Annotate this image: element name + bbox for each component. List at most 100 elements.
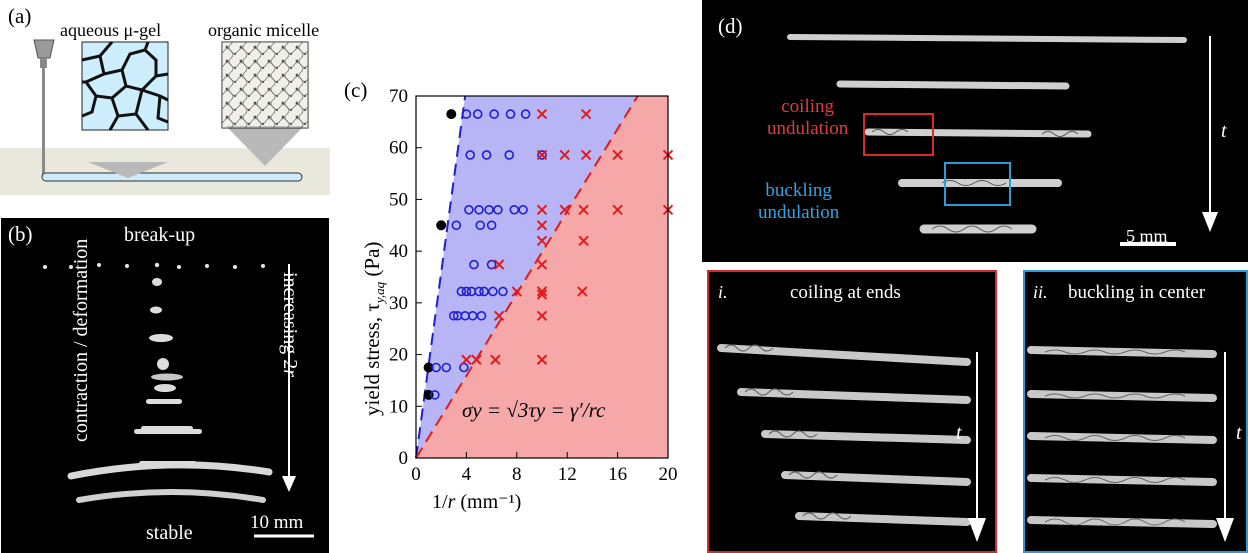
arrow-down-icon [282,476,296,492]
x-tick-label: 4 [462,464,472,485]
data-point-open-circle [498,286,508,297]
x-tick-label: 20 [659,464,678,485]
panel-b-drawing [43,262,314,538]
data-point-open-circle [441,362,452,373]
organic-micelle-label: organic micelle [208,20,320,40]
inset-buckling [1023,270,1248,553]
data-point-filled [446,109,457,120]
data-point-cross [580,149,592,161]
data-point-open-circle [486,220,497,231]
data-point-cross [536,310,548,321]
background-band [0,148,330,195]
data-point-open-circle [537,150,547,160]
panel-b-letter: (b) [8,222,33,246]
data-point-cross [490,354,501,365]
data-point-open-circle [461,109,472,119]
inset-ii-title: buckling in center [1068,282,1206,303]
data-point-open-circle [488,286,498,297]
data-point-filled [423,362,434,373]
data-point-filled [436,220,447,231]
data-point-open-circle [484,204,494,215]
microgel-network [81,41,169,131]
data-point-open-circle [475,220,486,231]
boundary-red-dashed [415,95,639,459]
panel-d-letter: (d) [718,14,743,38]
data-point-cross [536,149,548,161]
scalebar-b-label: 10 mm [250,512,304,533]
scalebar-d-label: 5 mm [1126,226,1168,246]
data-point-open-circle [431,362,441,373]
yield-equation: σy = √3τy = γ′/rc [462,398,606,422]
panel-a-letter: (a) [8,4,32,28]
inset-i-time: t [956,422,962,444]
deforming-filaments [134,278,202,466]
plot-frame [415,95,669,459]
coiling-undulation-label: coiling undulation [767,96,849,139]
data-point-open-circle [430,390,440,400]
panel-c-letter: (c) [344,78,368,102]
data-point-open-circle [464,204,474,215]
data-markers [423,108,674,400]
break-up-droplets [43,262,265,269]
y-tick-label: 60 [389,138,408,159]
data-point-open-circle [509,204,520,215]
data-point-open-circle [461,286,472,297]
data-point-cross [580,108,592,120]
stable-filament-2 [76,489,266,503]
projection-right [226,126,304,166]
data-point-open-circle [489,109,499,119]
panel-d-drawing [787,34,1218,246]
data-point-cross [536,108,548,120]
data-point-open-circle [481,150,492,160]
data-point-open-circle [476,310,487,321]
data-point-cross [536,204,548,215]
stable-label: stable [146,522,193,544]
contraction-deformation-label: contraction / deformation [70,238,92,442]
data-point-open-circle [479,286,489,297]
data-point-open-circle [465,150,475,160]
x-tick-label: 12 [558,464,577,485]
data-point-cross [461,354,472,365]
inset-coiling-drawing [717,344,986,542]
panel-c-chart: 0 4 8 12 16 20 0 10 20 30 40 50 60 70 [389,86,678,485]
data-point-cross [577,286,588,297]
x-tick-label: 16 [608,464,627,485]
coiling-box [863,113,934,156]
data-point-cross [536,354,548,365]
buckling-undulation-label: buckling undulation [758,180,840,223]
data-point-cross [511,286,523,297]
data-point-cross [612,204,623,215]
data-point-open-circle [474,204,484,215]
data-point-cross [578,235,589,247]
break-up-label: break-up [124,224,196,246]
data-point-cross [536,220,548,231]
data-point-open-circle [486,259,497,270]
arrow-down-icon-d [1202,212,1218,232]
y-tick-label: 70 [389,86,408,107]
x-axis-label: 1/r (mm⁻¹) [432,491,522,513]
data-point-cross [559,204,570,215]
panel-a-schematic [0,39,330,195]
data-point-cross [578,204,589,215]
data-point-open-circle [449,310,459,321]
stable-filament-1 [67,461,273,480]
increasing-2r-label: increasing 2r [279,272,301,377]
boundary-blue-dashed [415,95,467,459]
data-point-cross [493,259,505,270]
x-tick-label: 8 [512,464,522,485]
y-axis-label: yield stress, τy,aq (Pa) [360,241,388,416]
data-point-open-circle [505,109,516,119]
data-point-open-circle [493,204,503,215]
filament-bar [41,172,303,182]
inset-ii-number: ii. [1033,282,1048,302]
buckling-box [944,162,1011,206]
unstable-region [416,96,668,458]
inset-i-title: coiling at ends [790,282,901,303]
y-tick-label: 40 [389,241,408,262]
y-axis-ticks: 0 10 20 30 40 50 60 70 [389,86,422,469]
data-point-open-circle [456,286,467,297]
data-point-cross [471,354,482,365]
y-tick-label: 10 [389,396,408,417]
arrow-down-icon-ii [1216,518,1234,542]
time-label-d: t [1221,120,1227,142]
